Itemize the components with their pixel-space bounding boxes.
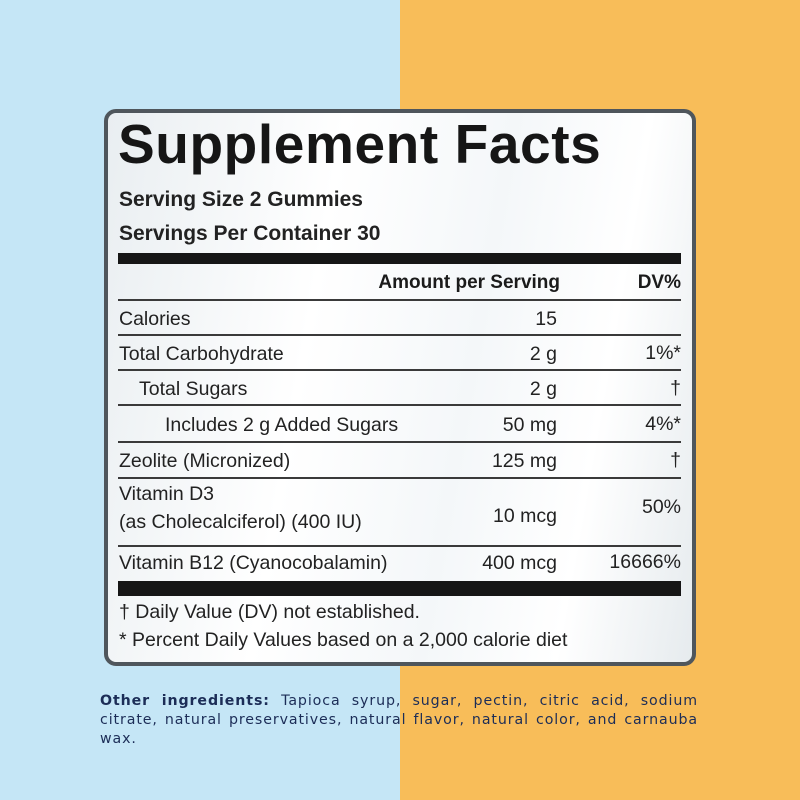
other-ingredients-label: Other ingredients: <box>100 693 270 709</box>
daily-value: 4%* <box>645 412 681 435</box>
row-rule <box>118 441 681 443</box>
nutrient-name: Calories <box>119 307 191 330</box>
other-ingredients: Other ingredients: Tapioca syrup, sugar,… <box>100 692 698 749</box>
nutrient-name: Vitamin B12 (Cyanocobalamin) <box>119 552 388 574</box>
row-rule <box>118 545 681 547</box>
nutrient-name: Zeolite (Micronized) <box>119 450 291 472</box>
row-rule <box>118 299 681 301</box>
amount: 15 <box>535 307 557 330</box>
nutrient-name: (as Cholecalciferol) (400 IU) <box>119 511 362 533</box>
daily-value: 50% <box>641 496 681 518</box>
nutrient-name: Vitamin D3 <box>119 483 215 505</box>
amount: 400 mcg <box>482 552 557 574</box>
nutrient-name: Total Carbohydrate <box>119 342 284 365</box>
daily-value: 16666% <box>609 551 681 573</box>
amount: 2 g <box>529 377 557 400</box>
nutrient-name: Includes 2 g Added Sugars <box>165 413 399 436</box>
servings-per-container: Servings Per Container 30 <box>119 222 381 245</box>
footnote: † Daily Value (DV) not established. <box>119 601 420 623</box>
daily-value: † <box>670 449 681 471</box>
nutrient-name: Total Sugars <box>139 377 248 400</box>
row-rule <box>118 334 681 336</box>
daily-value: 1%* <box>645 341 681 364</box>
row-rule <box>118 404 681 406</box>
row-rule <box>118 369 681 371</box>
amount: 10 mcg <box>493 505 557 527</box>
serving-size: Serving Size 2 Gummies <box>119 188 363 211</box>
other-ingredients-text: Tapioca syrup, sugar, pectin, citric aci… <box>100 693 698 747</box>
row-rule <box>118 477 681 479</box>
title: Supplement Facts <box>118 113 602 175</box>
thick-rule <box>118 581 681 596</box>
footnote: * Percent Daily Values based on a 2,000 … <box>119 629 568 651</box>
thick-rule <box>118 253 681 264</box>
amount: 2 g <box>529 342 557 365</box>
amount: 50 mg <box>502 413 557 436</box>
amount: 125 mg <box>491 450 557 472</box>
daily-value: † <box>670 376 681 399</box>
column-header: DV% <box>637 272 681 293</box>
facts-panel <box>104 109 696 666</box>
column-header: Amount per Serving <box>378 272 560 293</box>
